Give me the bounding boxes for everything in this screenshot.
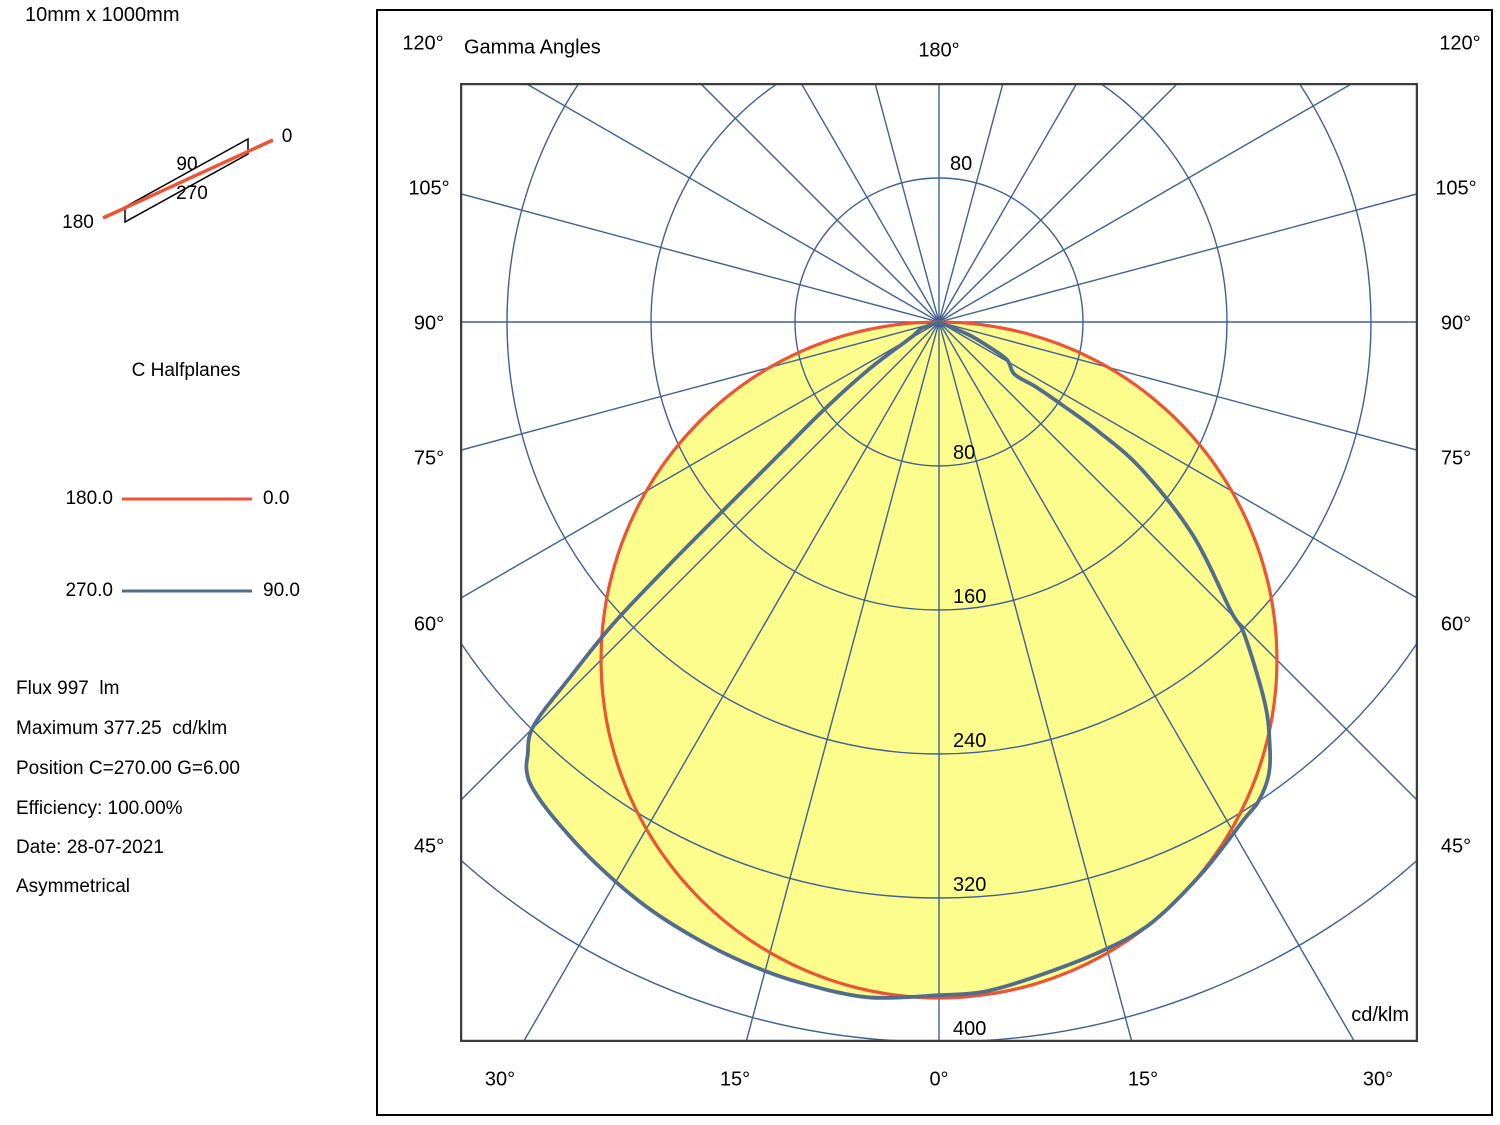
orientation-label-270: 270 bbox=[176, 183, 208, 204]
c0-c180-axis-line bbox=[102, 138, 274, 220]
c-plane-orientation-diagram: 0 180 90 270 bbox=[62, 126, 293, 233]
ring-label-160: 160 bbox=[953, 586, 986, 608]
unit-label-cdklm: cd/klm bbox=[1351, 1004, 1409, 1026]
blue-curve-fill bbox=[526, 322, 1271, 998]
gamma-ray-30 bbox=[938, 321, 1404, 1125]
ring-label-80: 80 bbox=[953, 442, 975, 464]
gamma-ray-345 bbox=[723, 321, 940, 1125]
stat-symmetry: Asymmetrical bbox=[16, 876, 131, 897]
top-label-180: 180° bbox=[918, 39, 960, 62]
red-curve-c180-c0 bbox=[599, 320, 1279, 1000]
chart-title: Gamma Angles bbox=[464, 36, 601, 59]
orientation-label-90: 90 bbox=[176, 154, 197, 175]
stat-maximum: Maximum 377.25 cd/klm bbox=[16, 718, 228, 739]
right-label-60: 60° bbox=[1440, 613, 1472, 636]
gamma-ray-120 bbox=[938, 0, 1499, 323]
gamma-ray-165 bbox=[938, 0, 1027, 323]
gamma-ray-45 bbox=[938, 321, 1500, 884]
right-label-45: 45° bbox=[1440, 835, 1472, 858]
legend-heading: C Halfplanes bbox=[131, 360, 241, 381]
stat-efficiency: Efficiency: 100.00% bbox=[16, 798, 183, 819]
orientation-label-0: 0 bbox=[282, 126, 293, 147]
gamma-ray-240 bbox=[379, 0, 940, 323]
left-label-105: 105° bbox=[408, 177, 450, 200]
gamma-ray-210 bbox=[752, 0, 940, 323]
luminaire-size-title: 10mm x 1000mm bbox=[25, 4, 180, 26]
legend-label-270: 270.0 bbox=[65, 580, 113, 601]
left-label-60: 60° bbox=[413, 613, 445, 636]
bottom-label-30-right: 30° bbox=[1362, 1068, 1394, 1091]
ring-label-400: 400 bbox=[953, 1018, 986, 1040]
right-label-90: 90° bbox=[1440, 312, 1472, 335]
left-label-45: 45° bbox=[413, 835, 445, 858]
plot-border bbox=[459, 82, 1419, 1043]
gamma-ray-15 bbox=[938, 321, 1155, 1125]
corner-label-120-left: 120° bbox=[402, 32, 444, 55]
legend-line-blue bbox=[122, 589, 252, 593]
bottom-label-15-right: 15° bbox=[1127, 1068, 1159, 1091]
legend-label-180: 180.0 bbox=[65, 488, 113, 509]
gamma-ray-330 bbox=[474, 321, 940, 1125]
left-label-90: 90° bbox=[413, 312, 445, 335]
legend-label-0: 0.0 bbox=[263, 488, 290, 509]
right-label-105: 105° bbox=[1435, 177, 1477, 200]
gamma-ray-195 bbox=[851, 0, 940, 323]
blue-curve-c270-c90 bbox=[524, 319, 1273, 1000]
bottom-label-30-left: 30° bbox=[484, 1068, 516, 1091]
stat-date: Date: 28-07-2021 bbox=[16, 837, 164, 858]
right-label-75: 75° bbox=[1440, 447, 1472, 470]
bottom-label-15-left: 15° bbox=[719, 1068, 751, 1091]
gamma-ray-135 bbox=[938, 0, 1262, 323]
sidebar: 10mm x 1000mm 0 180 90 270 C Halfplanes … bbox=[0, 0, 376, 1125]
ring-label-80-top: 80 bbox=[950, 153, 972, 175]
bottom-label-0: 0° bbox=[929, 1068, 949, 1091]
gamma-ray-255 bbox=[0, 69, 940, 323]
ring-label-240: 240 bbox=[953, 730, 986, 752]
stat-position: Position C=270.00 G=6.00 bbox=[16, 758, 240, 779]
legend-line-red bbox=[122, 497, 252, 501]
orientation-label-180: 180 bbox=[62, 212, 94, 233]
luminaire-outline bbox=[124, 137, 249, 224]
ring-label-320: 320 bbox=[953, 874, 986, 896]
corner-label-120-right: 120° bbox=[1439, 32, 1481, 55]
legend-label-90: 90.0 bbox=[263, 580, 300, 601]
left-label-75: 75° bbox=[413, 447, 445, 470]
stat-flux: Flux 997 lm bbox=[16, 678, 120, 699]
gamma-ray-150 bbox=[938, 0, 1126, 323]
gamma-ray-105 bbox=[938, 170, 1500, 323]
gamma-ray-225 bbox=[616, 0, 940, 323]
